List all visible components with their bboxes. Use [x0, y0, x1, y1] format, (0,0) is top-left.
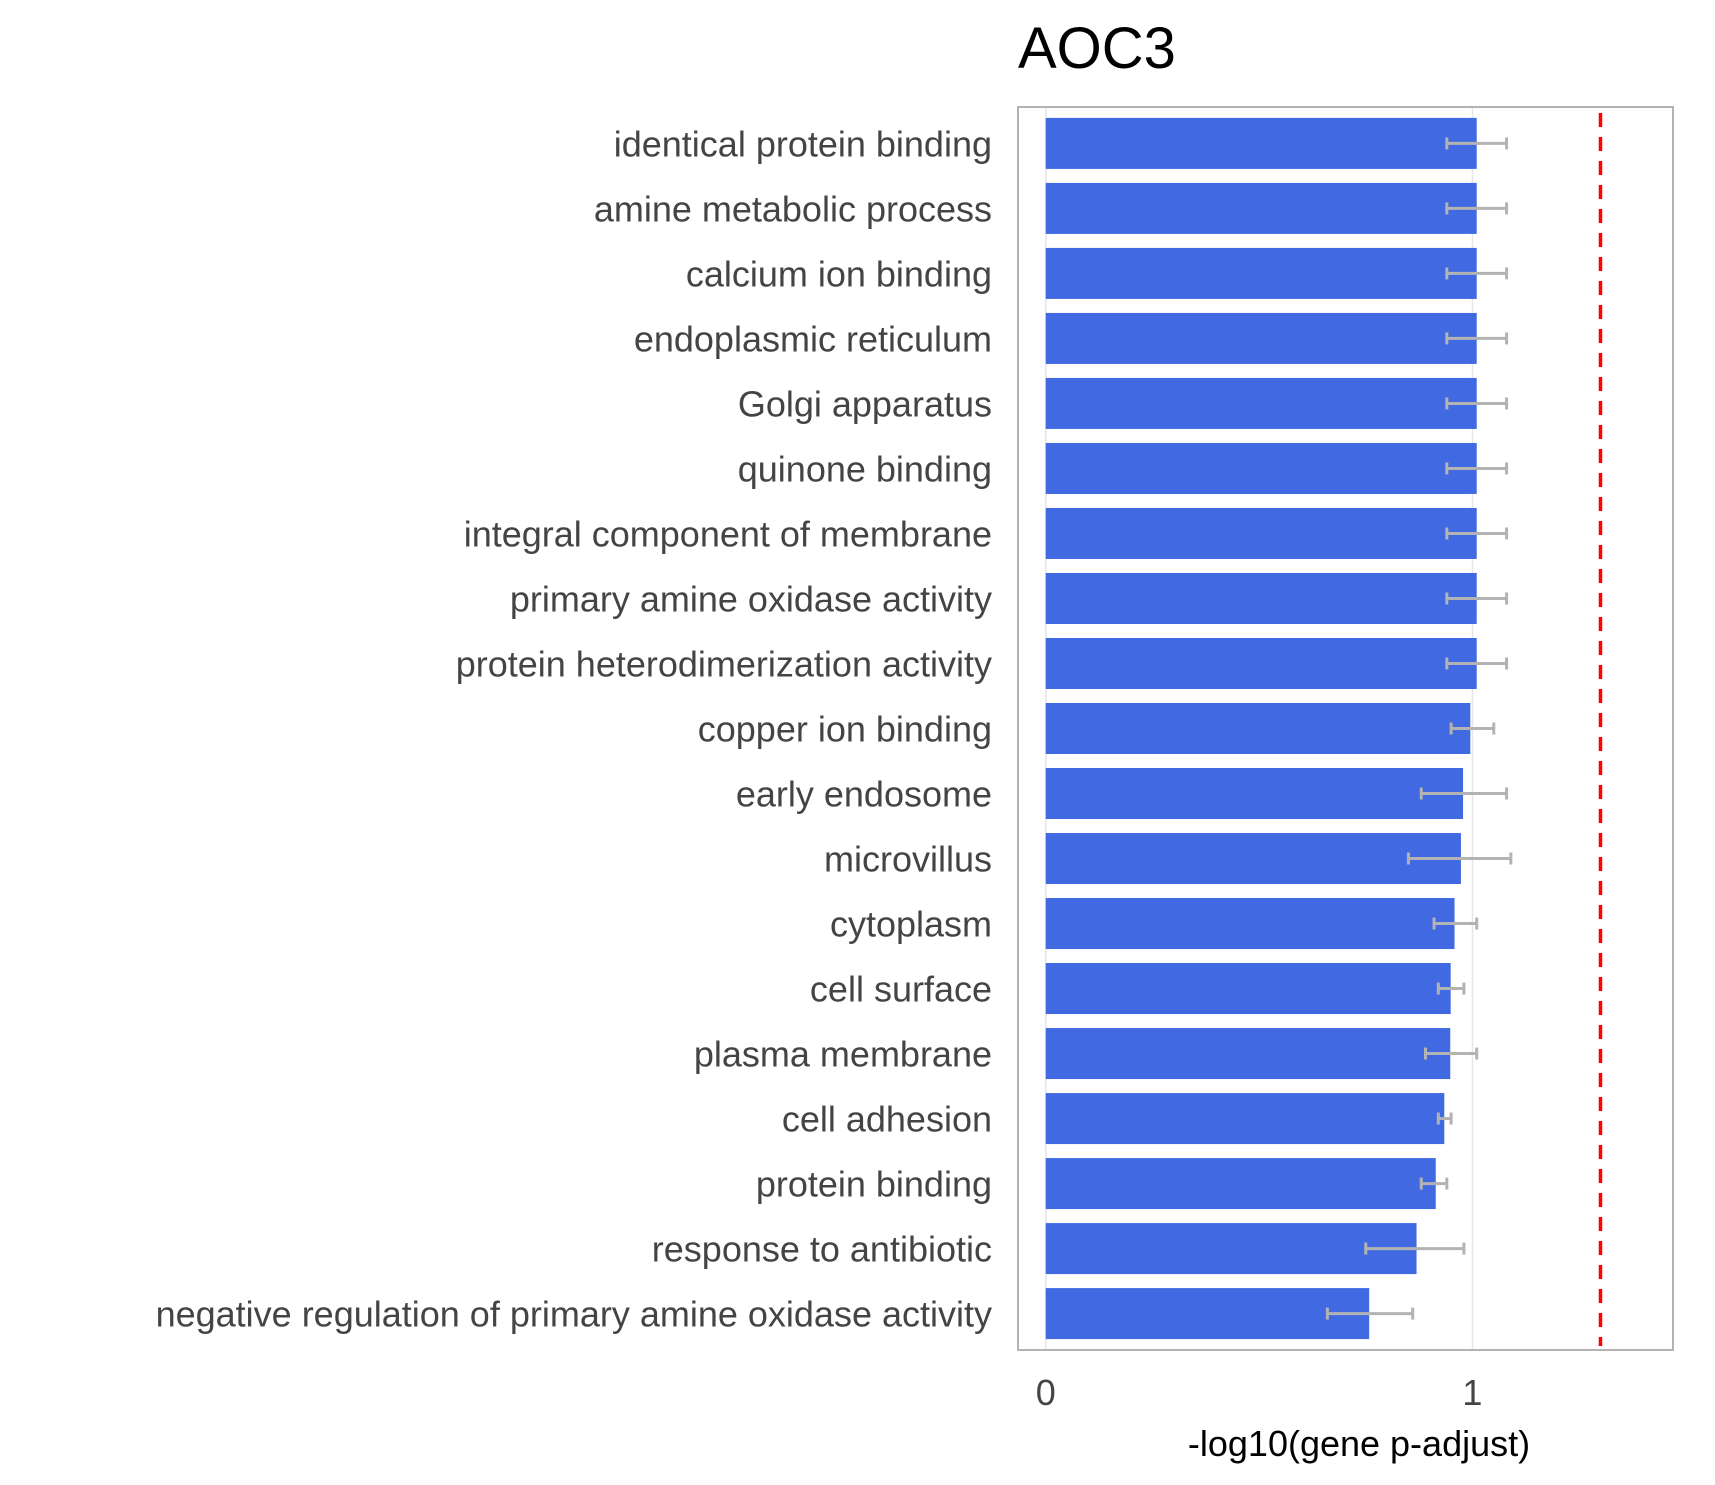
bar — [1045, 963, 1451, 1015]
bar — [1045, 1223, 1417, 1275]
bar — [1045, 377, 1477, 429]
category-label: microvillus — [824, 839, 992, 880]
category-label: early endosome — [736, 774, 992, 815]
category-label: protein heterodimerization activity — [456, 643, 992, 684]
bar — [1045, 442, 1477, 494]
bar — [1045, 1288, 1370, 1340]
error-bar — [1445, 332, 1509, 345]
error-bar — [1445, 462, 1509, 475]
category-label: quinone binding — [738, 448, 992, 489]
chart-title: AOC3 — [1018, 16, 1176, 81]
category-label: calcium ion binding — [686, 253, 992, 294]
error-bar — [1449, 722, 1496, 735]
error-bar — [1445, 202, 1509, 215]
category-label: response to antibiotic — [652, 1229, 992, 1270]
error-bars — [1325, 137, 1513, 1320]
error-bar — [1445, 592, 1509, 605]
category-label: cell surface — [810, 969, 992, 1010]
bar — [1045, 117, 1477, 169]
error-bar — [1364, 1242, 1466, 1255]
error-bar — [1445, 397, 1509, 410]
category-label: cell adhesion — [782, 1099, 992, 1140]
bar — [1045, 898, 1455, 950]
bars — [1045, 117, 1477, 1340]
plot-panel-border — [1017, 106, 1674, 1351]
error-bar — [1419, 1177, 1449, 1190]
category-label: integral component of membrane — [464, 513, 992, 554]
category-label: amine metabolic process — [594, 188, 992, 229]
error-bar — [1325, 1307, 1415, 1320]
error-bar — [1436, 1112, 1453, 1125]
bar — [1045, 1158, 1436, 1210]
error-bar — [1419, 787, 1509, 800]
bar — [1045, 637, 1477, 689]
x-axis-title: -log10(gene p-adjust) — [1188, 1423, 1530, 1464]
bar — [1045, 768, 1464, 820]
bar — [1045, 182, 1477, 234]
error-bar — [1432, 917, 1479, 930]
error-bar — [1445, 527, 1509, 540]
x-tick-label: 0 — [1036, 1372, 1056, 1413]
category-label: plasma membrane — [694, 1034, 992, 1075]
error-bar — [1445, 137, 1509, 150]
bar — [1045, 703, 1471, 754]
category-label: endoplasmic reticulum — [634, 318, 992, 359]
bar — [1045, 833, 1461, 885]
category-label: primary amine oxidase activity — [510, 578, 992, 619]
error-bar — [1406, 852, 1513, 865]
category-label: identical protein binding — [614, 123, 992, 164]
bar — [1045, 572, 1477, 624]
category-label: cytoplasm — [830, 904, 992, 945]
category-label: negative regulation of primary amine oxi… — [156, 1294, 992, 1335]
bar — [1045, 1093, 1445, 1145]
category-label: Golgi apparatus — [738, 383, 992, 424]
error-bar — [1445, 267, 1509, 280]
bar — [1045, 312, 1477, 364]
error-bar — [1436, 982, 1466, 995]
bar — [1045, 507, 1477, 559]
x-tick-label: 1 — [1462, 1372, 1482, 1413]
error-bar — [1445, 657, 1509, 670]
bar — [1045, 247, 1477, 299]
category-labels: identical protein binding amine metabolic… — [156, 123, 992, 1334]
error-bar — [1424, 1047, 1479, 1060]
category-label: protein binding — [756, 1164, 992, 1205]
bar — [1045, 1028, 1451, 1080]
category-label: copper ion binding — [698, 709, 992, 750]
